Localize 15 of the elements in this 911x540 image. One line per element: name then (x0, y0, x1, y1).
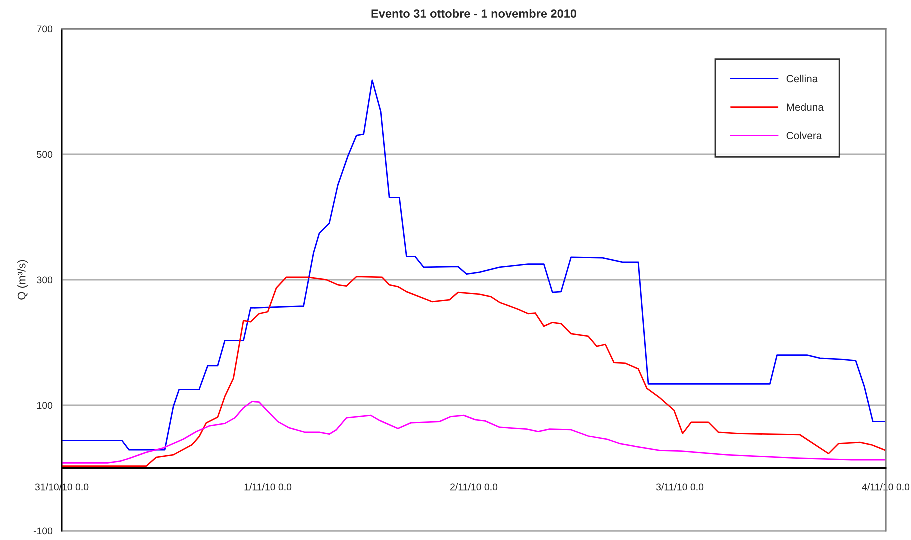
y-tick-label: 700 (37, 26, 53, 33)
y-tick-label: 300 (37, 276, 53, 284)
y-tick-label: 500 (37, 151, 53, 158)
y-tick-label: -100 (34, 528, 53, 535)
chart-title: Evento 31 ottobre - 1 novembre 2010 (372, 9, 577, 18)
line-series (62, 401, 886, 464)
legend-label: Meduna (787, 103, 824, 112)
line-series (62, 276, 886, 468)
legend-label: Colvera (786, 132, 822, 140)
legend-label: Cellina (786, 74, 818, 83)
x-tick-label: 3/11/10 0.0 (656, 484, 704, 491)
x-tick-label: 2/11/10 0.0 (450, 484, 498, 491)
x-tick-label: 1/11/10 0.0 (244, 484, 292, 491)
y-axis-title: Q (m³/s) (18, 260, 28, 300)
y-tick-label: 100 (37, 402, 53, 410)
